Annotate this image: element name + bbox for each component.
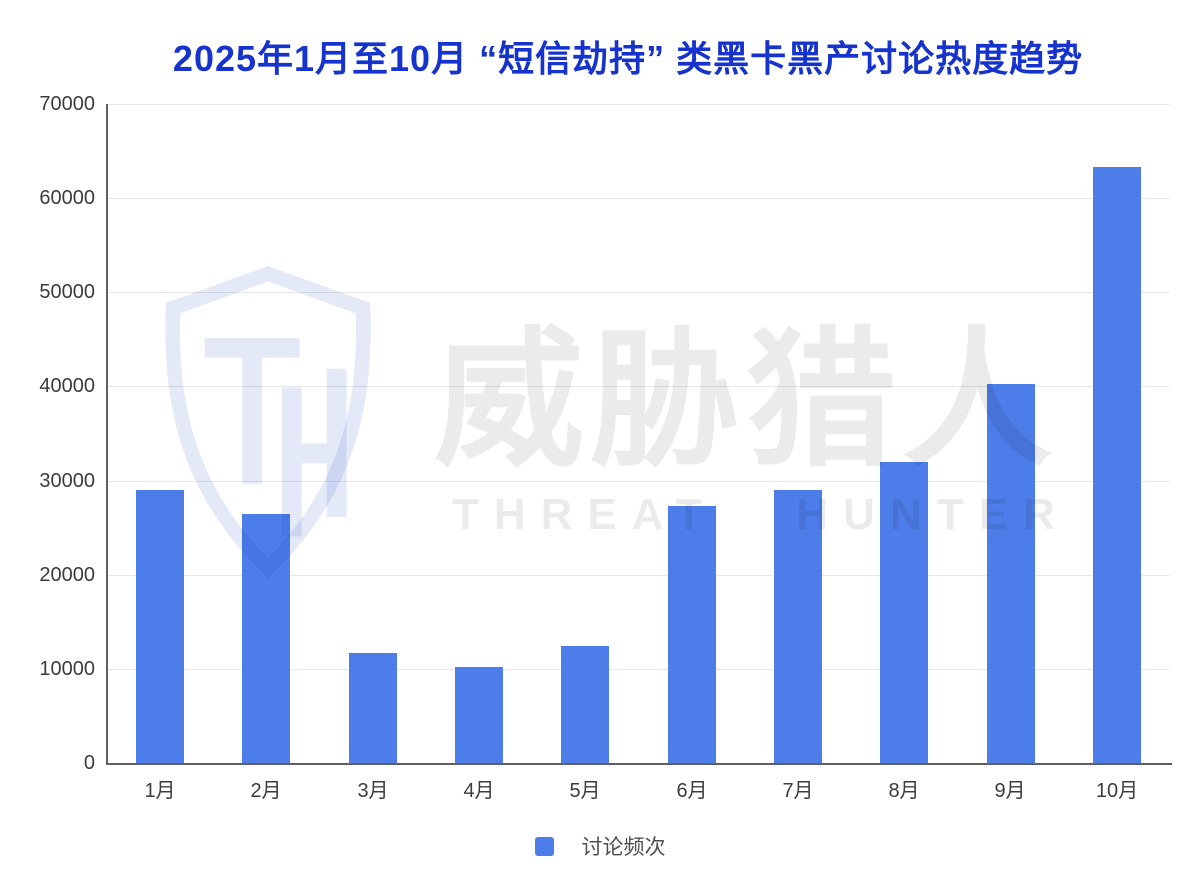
- x-axis-line: [106, 763, 1172, 765]
- watermark-en-text: THREAT HUNTER: [452, 490, 1070, 539]
- bar-month-6: [668, 506, 716, 763]
- y-axis-label-60000: 60000: [39, 187, 95, 209]
- bar-month-10: [1093, 167, 1141, 763]
- y-axis-label-40000: 40000: [39, 375, 95, 397]
- watermark-zh-text: 威胁猎人: [434, 316, 1059, 484]
- bar-month-7: [774, 490, 822, 763]
- gridline-30000: [107, 481, 1170, 482]
- y-axis-label-20000: 20000: [39, 564, 95, 586]
- x-axis-label-1: 1月: [144, 780, 176, 802]
- gridline-50000: [107, 292, 1170, 293]
- x-axis-label-3: 3月: [357, 780, 389, 802]
- x-axis-label-4: 4月: [463, 780, 495, 802]
- gridline-10000: [107, 669, 1170, 670]
- bar-month-9: [987, 384, 1035, 763]
- y-axis-label-30000: 30000: [39, 470, 95, 492]
- x-axis-label-6: 6月: [676, 780, 708, 802]
- chart-title: 2025年1月至10月 “短信劫持” 类黑卡黑产讨论热度趋势: [172, 38, 1084, 79]
- gridline-60000: [107, 198, 1170, 199]
- gridline-20000: [107, 575, 1170, 576]
- legend: 讨论频次: [0, 831, 1200, 861]
- x-axis-label-5: 5月: [569, 780, 601, 802]
- gridline-40000: [107, 386, 1170, 387]
- bar-month-5: [561, 646, 609, 763]
- bar-month-1: [136, 490, 184, 763]
- y-axis-label-50000: 50000: [39, 281, 95, 303]
- gridline-70000: [107, 104, 1170, 105]
- y-axis-label-70000: 70000: [39, 93, 95, 115]
- legend-label: 讨论频次: [581, 836, 666, 859]
- bar-month-8: [880, 462, 928, 763]
- x-axis-label-9: 9月: [994, 780, 1026, 802]
- y-axis-label-10000: 10000: [39, 658, 95, 680]
- legend-swatch: [534, 836, 554, 856]
- y-axis-label-0: 0: [83, 752, 95, 774]
- y-axis-line: [106, 104, 108, 765]
- x-axis-label-2: 2月: [250, 780, 282, 802]
- bar-month-2: [242, 514, 290, 763]
- x-axis-label-8: 8月: [888, 780, 920, 802]
- bar-month-3: [349, 653, 397, 763]
- x-axis-label-10: 10月: [1095, 780, 1139, 802]
- x-axis-label-7: 7月: [782, 780, 814, 802]
- bar-month-4: [455, 667, 503, 763]
